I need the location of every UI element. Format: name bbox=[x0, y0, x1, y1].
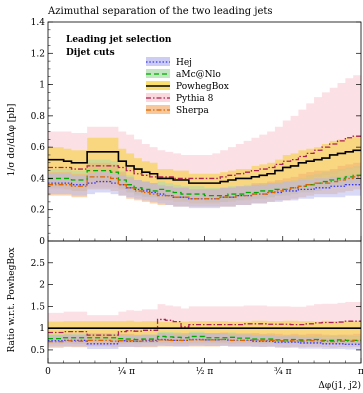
series-main-hej bbox=[48, 180, 361, 200]
ratio-lines bbox=[48, 318, 361, 345]
xtick-label-0: 0 bbox=[45, 367, 51, 377]
ratio-ytick-label-2: 1.5 bbox=[31, 302, 46, 312]
legend-item-sherpa: Sherpa bbox=[146, 105, 209, 116]
series-main-powhegbox bbox=[48, 149, 361, 184]
ratio-ytick-label-1: 1 bbox=[39, 324, 45, 334]
legend-label-hej: Hej bbox=[176, 58, 192, 68]
legend-label-powhegbox: PowhegBox bbox=[176, 82, 229, 92]
legend: Hej aMc@Nlo PowhegBox Pythia 8 Sherpa bbox=[146, 57, 229, 116]
y-axis-label-ratio: Ratio w.r.t. PowhegBox bbox=[7, 248, 17, 353]
ratio-ytick-label-3: 2 bbox=[39, 281, 45, 291]
main-ytick-label-4: 0.8 bbox=[31, 112, 46, 122]
main-ytick-label-7: 1.4 bbox=[31, 18, 46, 28]
main-ytick-label-5: 1 bbox=[39, 81, 45, 91]
legend-item-amc-nlo: aMc@Nlo bbox=[146, 69, 221, 80]
main-ytick-label-2: 0.4 bbox=[31, 174, 46, 184]
x-axis-label: Δφ(j1, j2) bbox=[318, 380, 361, 391]
legend-label-amc-nlo: aMc@Nlo bbox=[176, 70, 221, 80]
main-ytick-label-1: 0.2 bbox=[31, 206, 45, 216]
main-ytick-label-3: 0.6 bbox=[31, 143, 46, 153]
series-main-sherpa bbox=[48, 176, 361, 200]
band-ratio-hej bbox=[48, 333, 361, 350]
ratio-ytick-label-4: 2.5 bbox=[31, 259, 46, 269]
chart-title: Azimuthal separation of the two leading … bbox=[47, 6, 273, 17]
series-ratio-sherpa bbox=[48, 338, 361, 343]
axes: 0 0.2 0.4 0.6 0.8 1 1.2 1.4 0.5 1 1.5 2 2.5 0 ¼ π ½ π ¾ … bbox=[31, 18, 363, 377]
annotation-selection: Leading jet selection bbox=[66, 35, 172, 45]
legend-item-hej: Hej bbox=[146, 57, 192, 68]
xtick-label-1: ¼ π bbox=[118, 366, 136, 377]
main-ytick-label-0: 0 bbox=[39, 237, 45, 247]
annotation-cuts: Dijet cuts bbox=[66, 48, 115, 58]
main-lines bbox=[48, 135, 361, 200]
ratio-ytick-label-0: 0.5 bbox=[31, 346, 46, 356]
main-ytick-label-6: 1.2 bbox=[31, 49, 45, 59]
legend-label-pythia-8: Pythia 8 bbox=[176, 94, 214, 104]
legend-item-powhegbox: PowhegBox bbox=[146, 81, 229, 92]
series-main-amc-nlo bbox=[48, 169, 361, 197]
xtick-label-2: ½ π bbox=[196, 366, 214, 377]
annotations: Leading jet selection Dijet cuts bbox=[66, 35, 172, 58]
legend-swatch-band-hej bbox=[146, 57, 170, 66]
xtick-label-4: π bbox=[358, 367, 363, 377]
legend-item-pythia-8: Pythia 8 bbox=[146, 93, 214, 104]
legend-label-sherpa: Sherpa bbox=[176, 106, 209, 116]
xtick-label-3: ¾ π bbox=[274, 366, 292, 377]
series-ratio-pythia-8 bbox=[48, 318, 361, 336]
series-main-pythia-8 bbox=[48, 135, 361, 180]
y-axis-label-main: 1/σ dσ/dΔφ [pb] bbox=[7, 104, 17, 177]
